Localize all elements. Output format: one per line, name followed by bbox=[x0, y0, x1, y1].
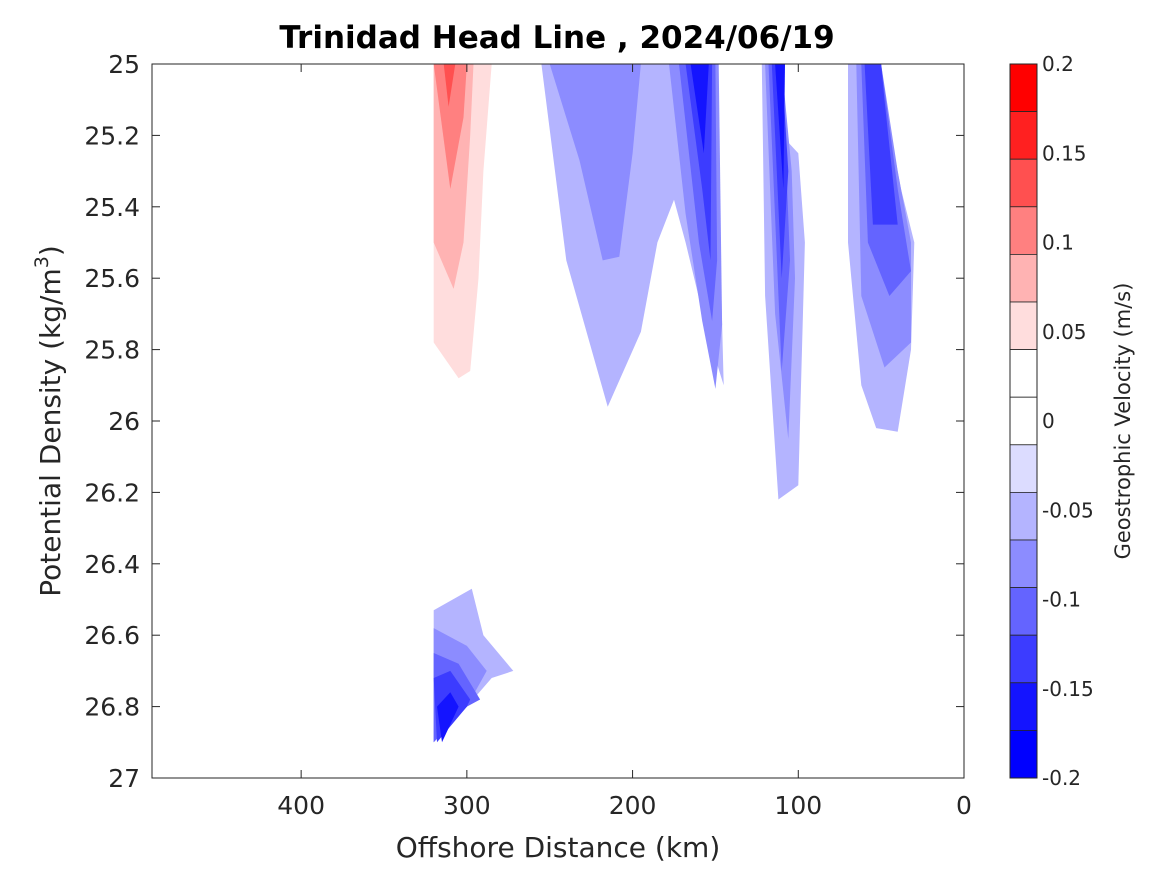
y-tick-label: 26.2 bbox=[84, 478, 140, 507]
colorbar-tick-label: 0.05 bbox=[1042, 320, 1087, 344]
contour-region-19 bbox=[864, 64, 898, 225]
contour-region-4 bbox=[443, 64, 456, 107]
x-tick-label: 0 bbox=[956, 791, 972, 820]
contour-region-6 bbox=[549, 64, 641, 261]
colorbar-bin-10 bbox=[1009, 539, 1038, 588]
contour-region-3 bbox=[433, 64, 467, 189]
colorbar-label: Geostrophic Velocity (m/s) bbox=[1111, 283, 1135, 560]
colorbar-tick-label: -0.1 bbox=[1042, 588, 1081, 612]
contour-region-28 bbox=[533, 513, 723, 707]
y-tick-label: 25.6 bbox=[84, 264, 140, 293]
contour-region-15 bbox=[775, 64, 785, 189]
x-tick-label: 200 bbox=[609, 791, 657, 820]
colorbar-tick-label: 0 bbox=[1042, 409, 1055, 433]
y-axis-label-superscript: 3 bbox=[31, 256, 53, 268]
contour-region-32 bbox=[781, 670, 790, 707]
colorbar-tick-label: 0.1 bbox=[1042, 231, 1074, 255]
y-axis-label-end: ) bbox=[34, 245, 67, 256]
x-axis: 400 300 200 100 0 bbox=[277, 64, 972, 820]
contour-region-27 bbox=[437, 692, 459, 743]
colorbar-bin-8 bbox=[1009, 444, 1038, 493]
y-tick-label: 25.4 bbox=[84, 193, 140, 222]
y-tick-label: 26 bbox=[108, 407, 140, 436]
colorbar: 0.2 0.15 0.1 0.05 0 -0.05 -0.1 -0.15 -0.2 bbox=[1009, 52, 1094, 790]
colorbar-border bbox=[1009, 63, 1038, 779]
y-axis-label-main: Potential Density (kg/m bbox=[34, 268, 67, 597]
y-tick-label: 25.8 bbox=[84, 336, 140, 365]
contour-region-29 bbox=[563, 688, 573, 707]
colorbar-bin-1 bbox=[1009, 111, 1038, 160]
contour-region-20 bbox=[737, 64, 752, 218]
colorbar-bin-5 bbox=[1009, 301, 1038, 350]
chart-title: Trinidad Head Line , 2024/06/19 bbox=[279, 20, 834, 56]
y-tick-label: 25.2 bbox=[84, 121, 140, 150]
colorbar-tick-label: -0.2 bbox=[1042, 766, 1081, 790]
y-axis: 25 25.2 25.4 25.6 25.8 26 26.2 26.4 26.6 26.8 27 bbox=[84, 50, 964, 793]
y-tick-label: 26.6 bbox=[84, 621, 140, 650]
contour-region-22 bbox=[814, 189, 832, 289]
y-tick-label: 26.4 bbox=[84, 550, 140, 579]
contour-region-31 bbox=[765, 606, 802, 707]
y-tick-label: 27 bbox=[108, 764, 140, 793]
colorbar-bin-9 bbox=[1009, 491, 1038, 541]
colorbar-bin-13 bbox=[1009, 682, 1038, 731]
colorbar-tick-label: -0.15 bbox=[1042, 677, 1094, 701]
colorbar-tick-label: 0.2 bbox=[1042, 52, 1074, 76]
x-tick-label: 100 bbox=[774, 791, 822, 820]
x-tick-label: 400 bbox=[277, 791, 325, 820]
colorbar-bin-12 bbox=[1009, 634, 1038, 684]
contour-region-30 bbox=[690, 688, 699, 707]
colorbar-tick-label: -0.05 bbox=[1042, 498, 1094, 522]
y-axis-label: Potential Density (kg/m3) bbox=[31, 245, 67, 597]
colorbar-bin-6 bbox=[1009, 349, 1038, 398]
contour-region-10 bbox=[690, 64, 709, 154]
colorbar-tick-label: 0.15 bbox=[1042, 141, 1087, 165]
colorbar-bin-2 bbox=[1009, 158, 1038, 208]
x-axis-label: Offshore Distance (km) bbox=[396, 831, 721, 864]
colorbar-bin-14 bbox=[1009, 730, 1038, 779]
colorbar-bin-4 bbox=[1009, 253, 1038, 303]
contour-fills bbox=[433, 64, 915, 743]
y-tick-label: 26.8 bbox=[84, 693, 140, 722]
contour-region-33 bbox=[877, 599, 898, 653]
colorbar-bin-11 bbox=[1009, 587, 1038, 636]
x-tick-label: 300 bbox=[443, 791, 491, 820]
y-tick-label: 25 bbox=[108, 50, 140, 79]
colorbar-bin-0 bbox=[1009, 63, 1038, 112]
colorbar-bin-3 bbox=[1009, 206, 1038, 255]
colorbar-bin-7 bbox=[1009, 396, 1038, 446]
